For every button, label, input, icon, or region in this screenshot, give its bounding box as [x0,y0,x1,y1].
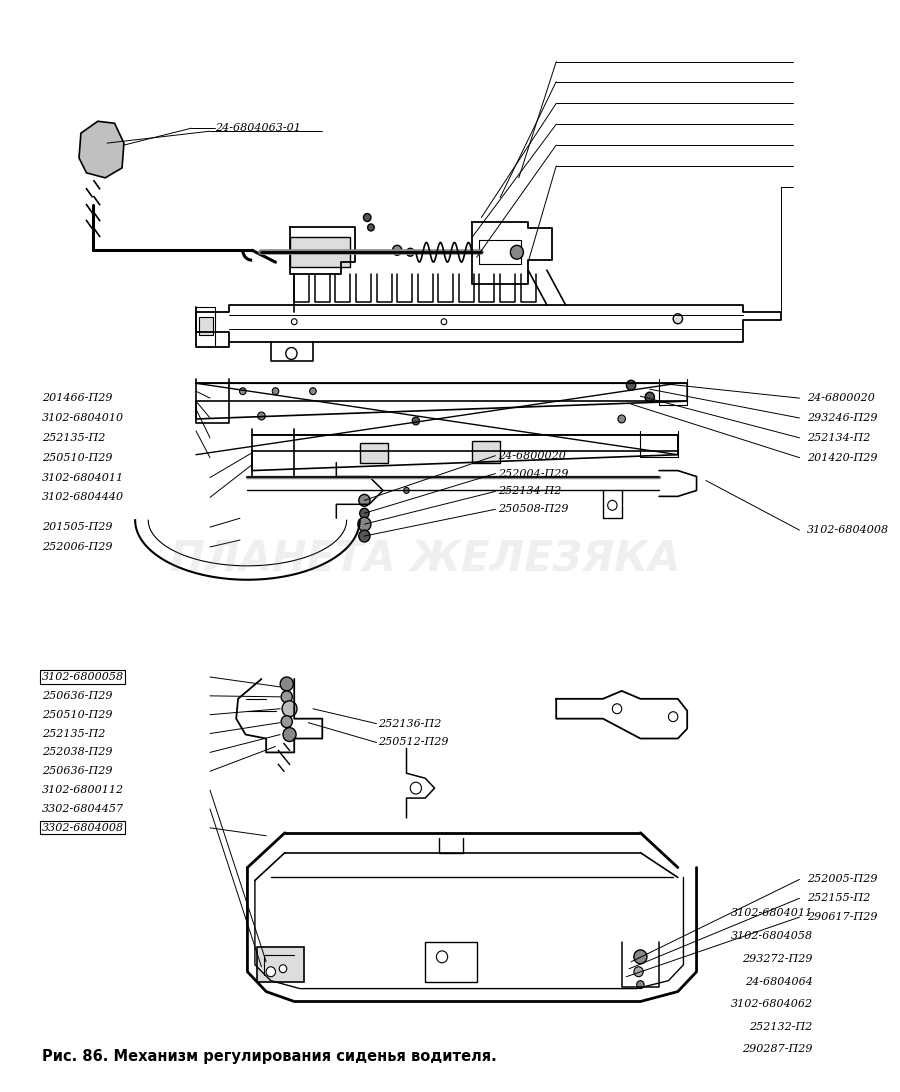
Text: 3102-6800112: 3102-6800112 [41,785,123,795]
Circle shape [392,246,401,256]
Circle shape [618,415,626,423]
Circle shape [281,691,292,703]
Bar [472,441,500,463]
Text: 250510-П29: 250510-П29 [41,453,112,463]
Circle shape [282,701,297,716]
Circle shape [669,712,678,722]
Circle shape [510,246,524,259]
Circle shape [359,530,370,542]
Bar [199,317,212,334]
Bar [256,947,303,982]
Bar [480,240,520,264]
Text: 3102-6804058: 3102-6804058 [731,931,813,941]
Circle shape [441,319,446,324]
Text: Рис. 86. Механизм регулирования сиденья водителя.: Рис. 86. Механизм регулирования сиденья … [41,1048,496,1064]
Circle shape [673,313,682,323]
Text: 24-6804063-01: 24-6804063-01 [215,123,301,133]
Text: 3102-6804008: 3102-6804008 [807,525,889,535]
Text: 3102-6804011: 3102-6804011 [41,473,123,483]
Text: 250508-П29: 250508-П29 [499,505,569,514]
Text: 252004-П29: 252004-П29 [499,468,569,478]
Circle shape [364,214,371,222]
Circle shape [634,966,643,976]
Text: 252038-П29: 252038-П29 [41,747,112,758]
Text: 252134-П2: 252134-П2 [499,486,562,497]
Circle shape [266,966,275,976]
Text: 3102-6804440: 3102-6804440 [41,492,123,502]
Text: 201466-П29: 201466-П29 [41,393,112,403]
Text: 3102-6800058: 3102-6800058 [41,672,123,682]
Text: 293272-П29: 293272-П29 [742,954,813,964]
Circle shape [359,495,370,507]
Text: 290617-П29: 290617-П29 [807,912,878,922]
Text: 252134-П2: 252134-П2 [807,432,870,443]
Circle shape [645,392,654,402]
Text: 250512-П29: 250512-П29 [378,737,449,748]
Circle shape [636,981,644,988]
Text: 3102-6804010: 3102-6804010 [41,413,123,423]
Bar [360,442,388,463]
Text: 250636-П29: 250636-П29 [41,691,112,701]
Circle shape [292,319,297,324]
Text: 201420-П29: 201420-П29 [807,453,878,463]
Text: 252006-П29: 252006-П29 [41,542,112,551]
Circle shape [436,951,447,963]
Text: 24-6800020: 24-6800020 [499,451,566,461]
Circle shape [286,347,297,359]
Text: 252136-П2: 252136-П2 [378,719,442,728]
Text: 252155-П2: 252155-П2 [807,893,870,903]
Text: 290287-П29: 290287-П29 [742,1044,813,1054]
Circle shape [358,518,371,531]
Circle shape [612,703,622,714]
Circle shape [407,248,414,257]
Circle shape [280,677,293,691]
Circle shape [283,727,296,741]
Text: 293246-П29: 293246-П29 [807,413,878,423]
Circle shape [626,380,635,390]
Text: 201505-П29: 201505-П29 [41,522,112,532]
Text: 252135-П2: 252135-П2 [41,432,105,443]
Circle shape [239,388,246,394]
Circle shape [272,388,279,394]
Circle shape [404,487,410,494]
Circle shape [281,715,292,727]
Circle shape [360,508,369,519]
Text: 24-6800020: 24-6800020 [807,393,875,403]
Bar [425,942,477,982]
Text: 3302-6804457: 3302-6804457 [41,804,123,814]
Text: 252135-П2: 252135-П2 [41,728,105,738]
Circle shape [310,388,316,394]
Polygon shape [79,121,124,178]
Text: 252005-П29: 252005-П29 [807,875,878,885]
Circle shape [279,964,287,973]
Text: 3102-6804011: 3102-6804011 [731,909,813,918]
Text: 250510-П29: 250510-П29 [41,710,112,720]
Text: 250636-П29: 250636-П29 [41,767,112,776]
Circle shape [634,950,647,964]
Text: 3302-6804008: 3302-6804008 [41,823,123,833]
Circle shape [257,412,266,420]
Circle shape [412,417,419,425]
Bar [290,237,350,268]
Circle shape [368,224,374,230]
Text: 3102-6804062: 3102-6804062 [731,999,813,1009]
Text: 24-6804064: 24-6804064 [744,976,813,987]
Text: ПЛАНЕТА ЖЕЛЕЗЯКА: ПЛАНЕТА ЖЕЛЕЗЯКА [170,538,680,581]
Circle shape [608,500,617,510]
Text: 252132-П2: 252132-П2 [749,1022,813,1032]
Circle shape [410,782,421,794]
